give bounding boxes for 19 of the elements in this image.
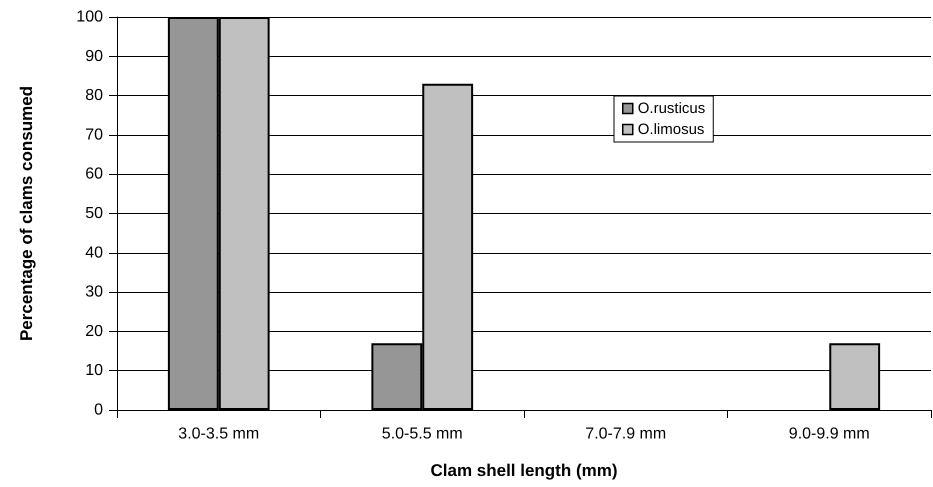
y-tick-label: 90 [85, 48, 104, 65]
y-tick-label: 60 [85, 166, 104, 183]
y-tick-label: 70 [85, 126, 104, 144]
y-tick-label: 50 [85, 205, 104, 222]
y-axis-title: Percentage of clams consumed [17, 86, 36, 342]
y-tick-label: 100 [76, 8, 104, 26]
x-tick-label: 3.0-3.5 mm [178, 426, 260, 442]
y-tick-label: 80 [85, 87, 104, 104]
legend-label: O.limosus [638, 121, 704, 138]
y-tick-label: 0 [94, 402, 104, 418]
y-tick-label: 40 [85, 244, 104, 262]
x-tick-label: 7.0-7.9 mm [585, 426, 666, 442]
y-tick-label: 20 [85, 322, 104, 340]
legend-label: O.rusticus [638, 100, 706, 117]
x-tick-label: 9.0-9.9 mm [788, 426, 870, 442]
y-tick-label: 30 [85, 284, 104, 301]
y-tick-label: 10 [85, 362, 104, 380]
x-axis-title: Clam shell length (mm) [430, 461, 618, 480]
x-tick-label: 5.0-5.5 mm [382, 426, 463, 442]
